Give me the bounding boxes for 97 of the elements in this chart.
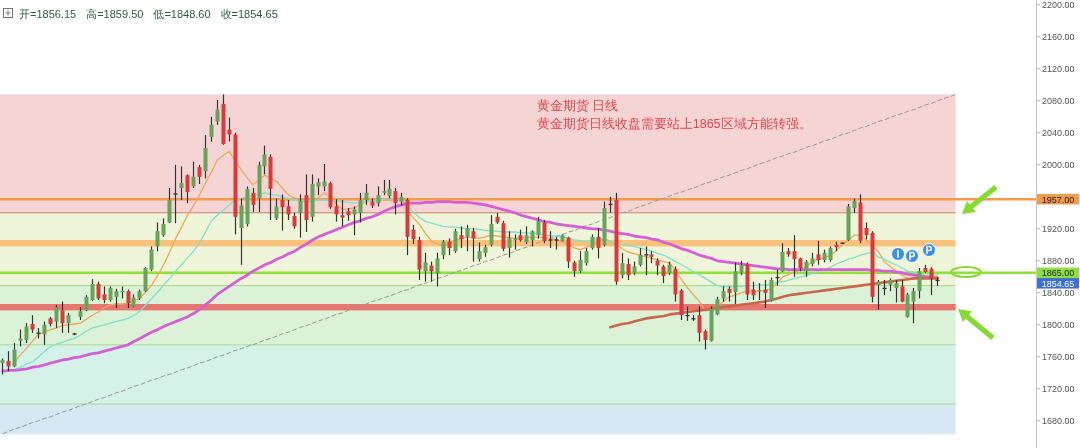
candlestick (149, 245, 154, 272)
candlestick (536, 216, 541, 239)
candlestick (286, 199, 291, 221)
candlestick (459, 225, 464, 249)
candlestick (715, 296, 720, 316)
text: 黄金期货 日线 (536, 99, 619, 113)
candlestick (703, 329, 708, 351)
candlestick (769, 277, 774, 303)
y-tick-label: 1880.00 (1042, 255, 1075, 266)
candlestick (578, 250, 583, 274)
candlestick (626, 257, 631, 281)
candlestick (215, 99, 220, 126)
candlestick (173, 164, 178, 224)
text: 黄金期货日线收盘需要站上1865区域方能转强。 (536, 116, 812, 131)
candlestick (763, 279, 768, 309)
y-tick-label: 2120.00 (1042, 63, 1075, 74)
annotation: 高=1859.50 (86, 8, 144, 20)
y-tick-label: 1680.00 (1042, 415, 1075, 426)
candlestick (334, 198, 339, 223)
candlestick (54, 304, 59, 329)
candlestick (239, 197, 244, 266)
candlestick (733, 261, 738, 305)
candlestick (697, 305, 702, 343)
candlestick (453, 228, 458, 254)
candlestick (489, 214, 494, 247)
candlestick (114, 288, 119, 309)
candlestick (167, 187, 172, 224)
candlestick (477, 241, 482, 263)
y-tick-label: 1840.00 (1042, 287, 1075, 298)
y-tick-label: 1800.00 (1042, 319, 1075, 330)
candlestick (661, 264, 666, 284)
candlestick (376, 185, 381, 207)
y-tick-label: 2200.00 (1042, 0, 1075, 10)
candlestick (876, 279, 881, 311)
y-tick-label: 1720.00 (1042, 383, 1075, 394)
candlestick (126, 289, 131, 309)
annotation: 低=1848.60 (153, 8, 211, 20)
y-tick-label: 1920.00 (1042, 223, 1075, 234)
candlestick (143, 266, 148, 293)
candlestick (96, 281, 101, 301)
candlestick (423, 252, 428, 283)
candlestick (507, 230, 512, 259)
candlestick (917, 267, 922, 299)
candlestick (816, 240, 821, 266)
candlestick (155, 221, 160, 252)
candlestick (364, 183, 369, 206)
candlestick (620, 252, 625, 279)
candlestick (197, 164, 202, 185)
y-tick-label: 2000.00 (1042, 159, 1075, 170)
candlestick (191, 161, 196, 189)
candlestick (441, 239, 446, 260)
candlestick (905, 292, 910, 319)
y-tick-label: 2040.00 (1042, 127, 1075, 138)
candlestick (435, 252, 440, 287)
candlestick (6, 350, 11, 372)
candlestick (387, 179, 392, 199)
candlestick (751, 281, 756, 301)
annotation: 开=1856.15 (19, 8, 77, 20)
y-tick-label: 2160.00 (1042, 31, 1075, 42)
candlestick (328, 181, 333, 210)
ref-line-label: 1865.00 (1041, 268, 1075, 279)
candlestick (12, 342, 17, 368)
candlestick (42, 321, 47, 346)
candlestick (298, 193, 303, 239)
candlestick (465, 224, 470, 252)
candlestick (638, 247, 643, 267)
candlestick (179, 165, 184, 201)
candlestick (429, 261, 434, 283)
ref-line-label: 1957.00 (1041, 194, 1075, 205)
candlestick (358, 192, 363, 223)
candlestick (471, 227, 476, 263)
candlestick (411, 224, 416, 245)
candlestick (792, 234, 797, 278)
candlestick (161, 217, 166, 238)
candlestick (596, 227, 601, 259)
candlestick (929, 266, 934, 296)
candlestick (203, 134, 208, 179)
candlestick (66, 312, 71, 334)
candlestick (542, 219, 547, 244)
candlestick (894, 279, 899, 303)
annotation: 收=1854.65 (220, 8, 278, 20)
y-tick-label: 2080.00 (1042, 95, 1075, 106)
candlestick (185, 173, 190, 204)
text: 1854.65 (1041, 278, 1075, 289)
candlestick (90, 278, 95, 302)
candlestick (911, 287, 916, 324)
candlestick (60, 301, 65, 334)
candlestick (393, 187, 398, 215)
candlestick (251, 187, 256, 213)
y-tick-label: 1760.00 (1042, 351, 1075, 362)
candlestick (24, 322, 29, 344)
candlestick (280, 193, 285, 231)
candlestick (209, 116, 214, 143)
candlestick (340, 199, 345, 227)
candlestick (274, 197, 279, 221)
line-series (2, 93, 957, 435)
candlestick (780, 242, 785, 273)
